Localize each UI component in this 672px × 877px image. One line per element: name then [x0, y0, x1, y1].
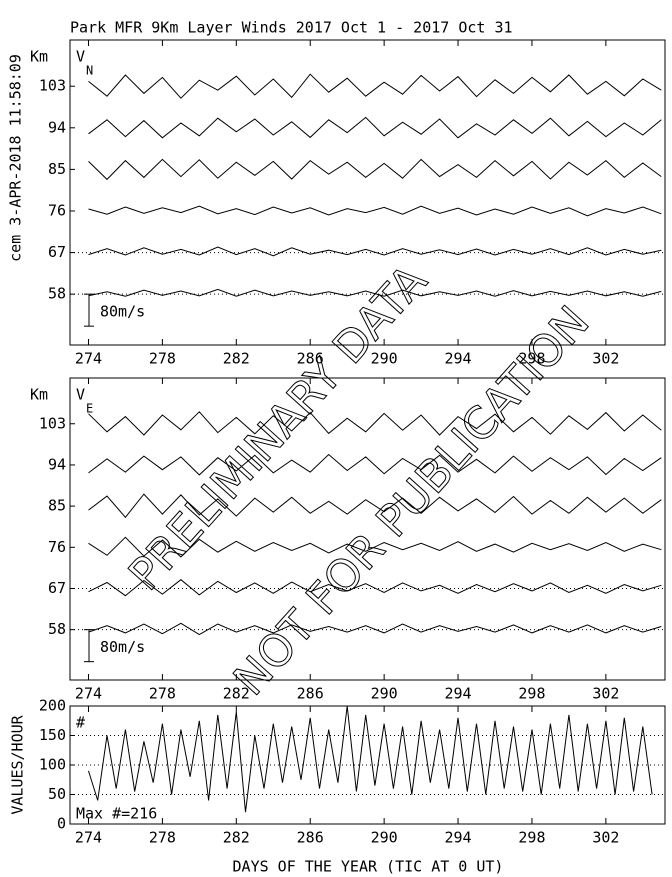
count-trace [88, 705, 653, 813]
x-tick-label: 282 [223, 829, 250, 847]
wind-trace [88, 246, 662, 257]
x-tick-label: 274 [75, 829, 102, 847]
wind-trace [88, 158, 662, 181]
y-tick-label: 58 [48, 620, 66, 638]
x-tick-label: 290 [371, 685, 398, 703]
y-tick-label: 67 [48, 579, 66, 597]
x-tick-label: 274 [75, 685, 102, 703]
x-tick-label: 278 [149, 685, 176, 703]
y-tick-label: 0 [57, 815, 66, 833]
y-tick-label: 76 [48, 538, 66, 556]
panel-subscript: N [86, 64, 93, 78]
wind-trace [88, 453, 662, 476]
x-tick-label: 294 [444, 685, 471, 703]
scale-bar-label: 80m/s [100, 638, 145, 656]
y-axis-label: Km [30, 386, 48, 404]
wind-trace [88, 411, 662, 436]
x-tick-label: 294 [444, 829, 471, 847]
x-tick-label: 298 [518, 829, 545, 847]
scale-bar-label: 80m/s [100, 303, 145, 321]
y-tick-label: 76 [48, 201, 66, 219]
x-tick-label: 282 [223, 685, 250, 703]
x-tick-label: 282 [223, 350, 250, 368]
x-tick-label: 290 [371, 829, 398, 847]
wind-trace [88, 579, 662, 597]
y-tick-label: 150 [39, 726, 66, 744]
x-tick-label: 286 [297, 685, 324, 703]
y-tick-label: 200 [39, 697, 66, 715]
annotation: Max #=216 [76, 805, 157, 823]
x-tick-label: 298 [518, 350, 545, 368]
panel-label: V [76, 386, 85, 404]
y-tick-label: 94 [48, 455, 66, 473]
y-axis-label: VALUES/HOUR [9, 714, 27, 814]
x-tick-label: 302 [592, 350, 619, 368]
panel-subscript: E [86, 402, 93, 416]
x-tick-label: 286 [297, 829, 324, 847]
x-tick-label: 278 [149, 829, 176, 847]
y-tick-label: 67 [48, 243, 66, 261]
y-axis-label: Km [30, 48, 48, 66]
wind-trace [88, 73, 662, 99]
y-tick-label: 85 [48, 160, 66, 178]
plot-frame [69, 705, 666, 825]
wind-trace [88, 622, 662, 636]
wind-trace [88, 116, 662, 139]
y-tick-label: 94 [48, 118, 66, 136]
x-tick-label: 274 [75, 350, 102, 368]
y-tick-label: 50 [48, 785, 66, 803]
x-axis-label: DAYS OF THE YEAR (TIC AT 0 UT) [233, 858, 504, 876]
plot-frame [69, 377, 666, 681]
panel-label: # [76, 714, 85, 732]
wind-trace [88, 536, 662, 558]
wind-trace [88, 493, 662, 519]
chart-title: Park MFR 9Km Layer Winds 2017 Oct 1 - 20… [70, 19, 513, 37]
y-tick-label: 85 [48, 497, 66, 515]
watermark: NOT FOR PUBLICATION [224, 297, 599, 706]
x-tick-label: 302 [592, 685, 619, 703]
y-tick-label: 103 [39, 414, 66, 432]
y-tick-label: 100 [39, 756, 66, 774]
wind-trace [88, 205, 662, 217]
x-tick-label: 298 [518, 685, 545, 703]
x-tick-label: 286 [297, 350, 324, 368]
plot-frame [69, 39, 666, 346]
x-tick-label: 278 [149, 350, 176, 368]
x-tick-label: 302 [592, 829, 619, 847]
panel-label: V [76, 48, 85, 66]
y-tick-label: 103 [39, 77, 66, 95]
side-label: cem 3-APR-2018 11:58:09 [7, 54, 25, 262]
y-tick-label: 58 [48, 285, 66, 303]
x-tick-label: 294 [444, 350, 471, 368]
wind-trace [88, 288, 662, 297]
x-tick-label: 290 [371, 350, 398, 368]
